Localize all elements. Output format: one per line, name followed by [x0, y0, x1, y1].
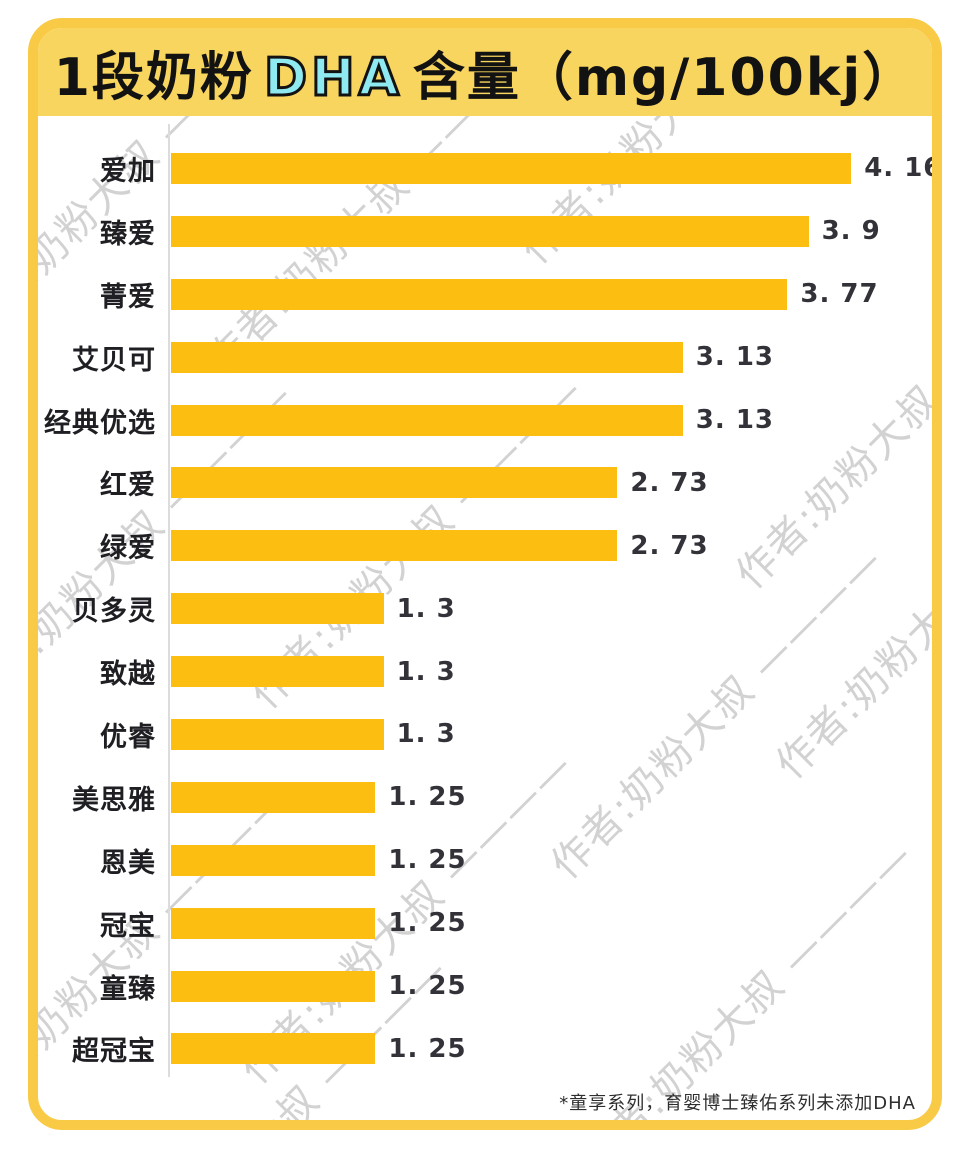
bar — [171, 844, 376, 876]
bar — [171, 152, 852, 184]
bar — [171, 467, 618, 499]
footnote: *童享系列，育婴博士臻佑系列未添加DHA — [559, 1093, 916, 1114]
value-label: 1. 25 — [388, 782, 467, 813]
title-dha-highlight: DHA — [262, 46, 403, 109]
chart-row: 菁爱 3. 77 — [38, 263, 932, 326]
chart-row: 致越 1. 3 — [38, 640, 932, 703]
value-label: 3. 9 — [821, 216, 881, 247]
bar — [171, 718, 384, 750]
bar — [171, 341, 683, 373]
value-label: 3. 77 — [800, 279, 879, 310]
chart-row: 童臻 1. 25 — [38, 955, 932, 1018]
value-label: 1. 3 — [396, 656, 456, 687]
chart-row: 超冠宝 1. 25 — [38, 1017, 932, 1080]
chart-row: 优睿 1. 3 — [38, 703, 932, 766]
value-label: 1. 3 — [396, 593, 456, 624]
title-suffix: 含量（mg/100kj） — [412, 47, 917, 108]
category-label: 童臻 — [100, 973, 156, 1005]
chart-row: 恩美 1. 25 — [38, 829, 932, 892]
bar — [171, 593, 384, 625]
value-label: 1. 25 — [388, 845, 467, 876]
category-label: 恩美 — [100, 847, 156, 879]
bar — [171, 781, 376, 813]
bar — [171, 530, 618, 562]
category-label: 超冠宝 — [72, 1036, 156, 1068]
category-label: 经典优选 — [44, 407, 156, 439]
category-label: 美思雅 — [72, 784, 156, 816]
chart-row: 爱加 4. 16 — [38, 137, 932, 200]
chart-row: 贝多灵 1. 3 — [38, 577, 932, 640]
bar-chart: 爱加 4. 16 臻爱 3. 9 菁爱 3. 77 艾贝可 3. 13 经典优选… — [38, 116, 932, 1120]
bar — [171, 278, 788, 310]
value-label: 1. 3 — [396, 719, 456, 750]
category-label: 贝多灵 — [72, 596, 156, 628]
bar — [171, 1033, 376, 1065]
category-label: 爱加 — [100, 155, 156, 187]
value-label: 1. 25 — [388, 1033, 467, 1064]
category-label: 菁爱 — [100, 281, 156, 313]
category-label: 冠宝 — [100, 910, 156, 942]
category-label: 绿爱 — [100, 533, 156, 565]
bar — [171, 404, 683, 436]
chart-title-band: 1段奶粉 DHA 含量（mg/100kj） — [38, 28, 932, 116]
chart-row: 艾贝可 3. 13 — [38, 326, 932, 389]
value-label: 4. 16 — [864, 153, 942, 184]
value-label: 3. 13 — [695, 405, 774, 435]
chart-row: 绿爱 2. 73 — [38, 514, 932, 577]
value-label: 2. 73 — [630, 530, 709, 561]
value-label: 2. 73 — [630, 467, 709, 498]
bar — [171, 215, 809, 247]
chart-row: 经典优选 3. 13 — [38, 389, 932, 452]
bar — [171, 656, 384, 688]
chart-row: 臻爱 3. 9 — [38, 200, 932, 263]
category-label: 臻爱 — [100, 218, 156, 250]
chart-row: 冠宝 1. 25 — [38, 892, 932, 955]
chart-row: 美思雅 1. 25 — [38, 766, 932, 829]
category-label: 红爱 — [100, 470, 156, 502]
chart-title: 1段奶粉 DHA 含量（mg/100kj） — [54, 35, 916, 110]
y-axis-line — [168, 124, 170, 1077]
value-label: 3. 13 — [695, 342, 774, 373]
value-label: 1. 25 — [388, 908, 467, 939]
category-label: 致越 — [100, 659, 156, 691]
category-label: 艾贝可 — [72, 344, 156, 376]
value-label: 1. 25 — [388, 971, 467, 1002]
title-prefix: 1段奶粉 — [53, 47, 254, 108]
chart-row: 红爱 2. 73 — [38, 451, 932, 514]
bar — [171, 970, 376, 1002]
category-label: 优睿 — [100, 721, 156, 753]
chart-rows: 爱加 4. 16 臻爱 3. 9 菁爱 3. 77 艾贝可 3. 13 经典优选… — [38, 137, 932, 1080]
bar — [171, 907, 376, 939]
infographic-card: 作者:奶粉大叔 ————作者:奶粉大叔 ————作者:奶粉大叔 ————作者:奶… — [28, 18, 942, 1130]
